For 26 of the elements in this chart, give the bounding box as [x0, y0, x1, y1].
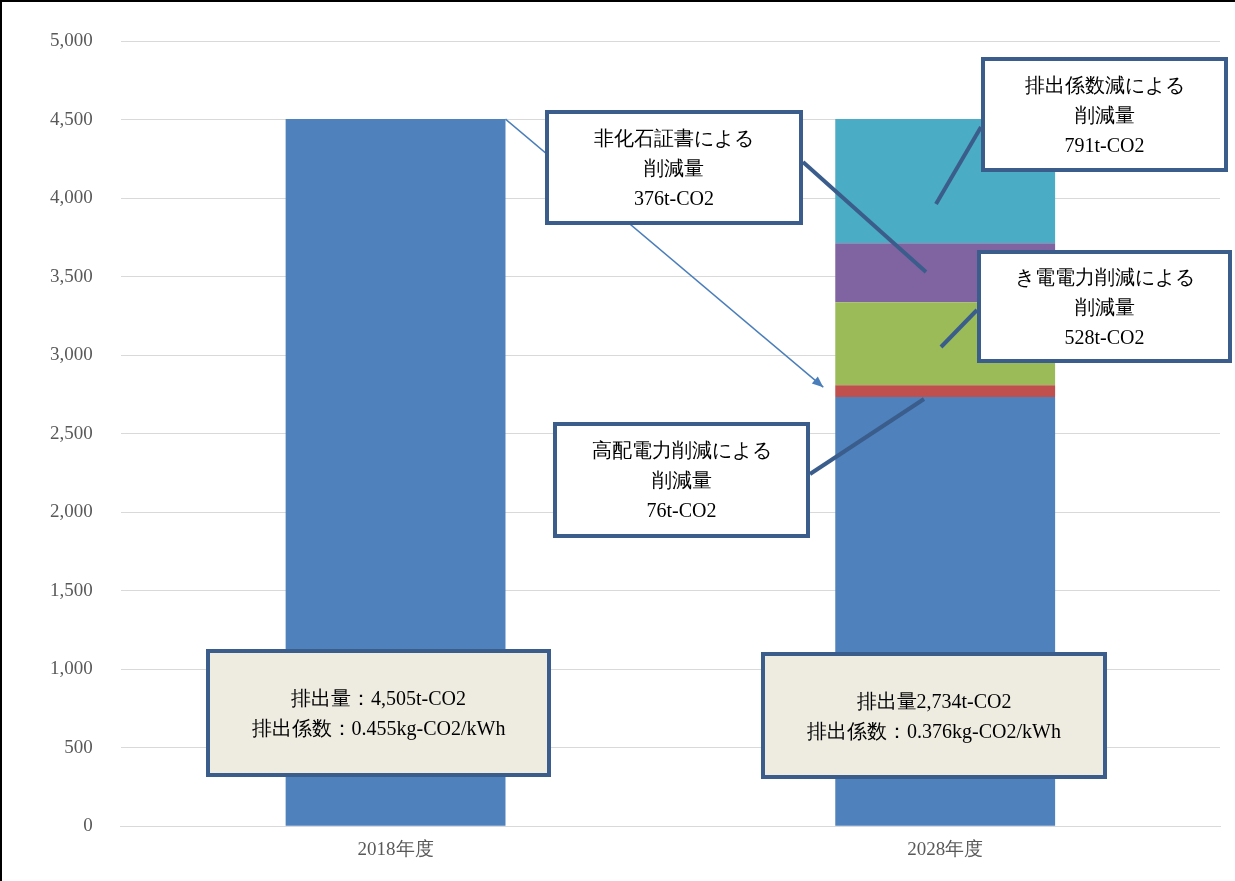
callout: 排出係数減による削減量 791t-CO2	[934, 57, 1228, 206]
y-tick-label: 0	[83, 814, 93, 836]
annotation: 排出量：4,505t-CO2 排出係数：0.455kg-CO2/kWh	[250, 686, 507, 742]
callout: 排出量：4,505t-CO2 排出係数：0.455kg-CO2/kWh	[206, 649, 551, 777]
y-tick-label: 1,500	[50, 578, 93, 600]
callout: き電電力削減による削減量 528t-CO2	[939, 250, 1232, 363]
annotation: 高配電力削減による削減量 76t-CO2	[590, 438, 773, 523]
annotation: き電電力削減による削減量 528t-CO2	[1013, 264, 1196, 350]
callout: 非化石証書による削減量 376t-CO2	[545, 110, 928, 274]
x-tick-label: 2018年度	[357, 837, 434, 859]
x-tick-label: 2028年度	[907, 837, 984, 859]
y-tick-label: 500	[64, 735, 93, 757]
bar	[835, 385, 1056, 398]
y-tick-label: 5,000	[50, 29, 93, 51]
y-tick-label: 2,500	[50, 421, 93, 443]
y-tick-label: 1,000	[50, 657, 93, 679]
y-tick-label: 3,000	[50, 343, 93, 365]
y-tick-label: 3,500	[50, 264, 93, 286]
y-tick-label: 2,000	[50, 500, 93, 522]
y-tick-label: 4,500	[50, 107, 93, 129]
annotation: 非化石証書による削減量 376t-CO2	[593, 125, 755, 211]
annotation: 排出量2,734t-CO2 排出係数：0.376kg-CO2/kWh	[806, 688, 1062, 745]
y-tick-label: 4,000	[50, 186, 93, 208]
callout: 排出量2,734t-CO2 排出係数：0.376kg-CO2/kWh	[761, 652, 1107, 779]
callout: 高配電力削減による削減量 76t-CO2	[553, 397, 926, 538]
annotation: 排出係数減による削減量 791t-CO2	[1023, 72, 1186, 158]
